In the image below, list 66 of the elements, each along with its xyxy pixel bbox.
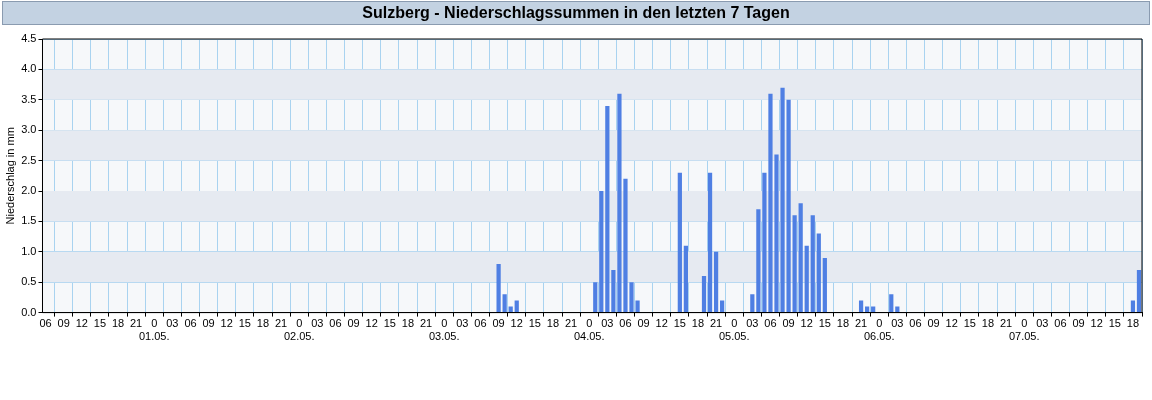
x-tick-label: 21 xyxy=(564,317,578,330)
x-tick-label: 12 xyxy=(1090,317,1103,330)
x-tick-label: 06 xyxy=(909,317,922,330)
x-tick-label: 09 xyxy=(782,317,795,330)
x-tick-label: 03 xyxy=(456,317,469,330)
x-tick-label: 12 xyxy=(800,317,813,330)
x-tick-label: 15 xyxy=(528,317,541,330)
chart-title: Sulzberg - Niederschlagssummen in den letzten 7 Tagen xyxy=(2,1,1150,25)
x-tick-label: 03 xyxy=(746,317,759,330)
x-tick-label: 21 xyxy=(419,317,433,330)
x-tick-label: 18 xyxy=(111,317,125,330)
y-tick-label: 4.5 xyxy=(21,32,37,45)
y-tick-label: 1.5 xyxy=(21,214,37,227)
x-tick-label: 15 xyxy=(818,317,831,330)
x-tick-label: 06 xyxy=(39,317,52,330)
y-axis-title: Niederschlag in mm xyxy=(3,127,16,225)
x-tick-label: 15 xyxy=(383,317,396,330)
x-tick-label: 15 xyxy=(1108,317,1121,330)
x-tick-label: 18 xyxy=(401,317,415,330)
x-tick-label: 09 xyxy=(637,317,650,330)
x-tick-label: 06 xyxy=(619,317,632,330)
x-tick-label: 03 xyxy=(891,317,904,330)
x-tick-label: 21 xyxy=(999,317,1013,330)
y-tick-label: 1.0 xyxy=(21,244,37,257)
x-tick-label: 06 xyxy=(764,317,777,330)
x-tick-label: 03 xyxy=(1036,317,1049,330)
x-tick-label: 03 xyxy=(601,317,614,330)
y-tick-label: 2.0 xyxy=(21,184,37,197)
x-tick-label: 06 xyxy=(184,317,197,330)
x-tick-label: 06 xyxy=(1054,317,1067,330)
x-tick-label: 06 xyxy=(329,317,342,330)
x-tick-label: 06 xyxy=(474,317,487,330)
x-tick-label: 09 xyxy=(202,317,215,330)
x-tick-label: 12 xyxy=(75,317,88,330)
x-tick-label: 21 xyxy=(130,317,143,330)
x-tick-label: 21 xyxy=(854,317,868,330)
x-tick-label: 15 xyxy=(238,317,251,330)
x-tick-label: 15 xyxy=(673,317,686,330)
x-tick-label: 12 xyxy=(365,317,378,330)
x-tick-label: 18 xyxy=(836,317,850,330)
x-tick-label: 15 xyxy=(963,317,976,330)
x-tick-label: 09 xyxy=(1072,317,1085,330)
x-tick-label: 15 xyxy=(93,317,107,330)
x-tick-label: 12 xyxy=(655,317,668,330)
x-tick-label: 12 xyxy=(945,317,958,330)
x-tick-label: 03 xyxy=(311,317,324,330)
x-tick-label: 03 xyxy=(166,317,179,330)
x-tick-label: 21 xyxy=(709,317,723,330)
x-tick-label: 18 xyxy=(256,317,270,330)
x-tick-label: 09 xyxy=(57,317,70,330)
x-tick-label: 18 xyxy=(691,317,705,330)
y-tick-label: 2.5 xyxy=(21,153,37,166)
x-tick-label: 12 xyxy=(220,317,233,330)
x-tick-label: 18 xyxy=(981,317,995,330)
y-tick-label: 0.0 xyxy=(21,305,37,318)
x-tick-label: 09 xyxy=(927,317,940,330)
x-tick-label: 21 xyxy=(275,317,288,330)
x-tick-label: 18 xyxy=(1126,317,1140,330)
x-tick-label: 12 xyxy=(510,317,523,330)
x-tick-label: 09 xyxy=(347,317,360,330)
y-tick-label: 3.5 xyxy=(21,92,37,105)
y-tick-label: 4.0 xyxy=(21,62,37,75)
y-tick-label: 3.0 xyxy=(21,123,37,136)
y-tick-label: 0.5 xyxy=(21,275,37,288)
x-tick-label: 09 xyxy=(492,317,505,330)
x-tick-label: 18 xyxy=(546,317,560,330)
